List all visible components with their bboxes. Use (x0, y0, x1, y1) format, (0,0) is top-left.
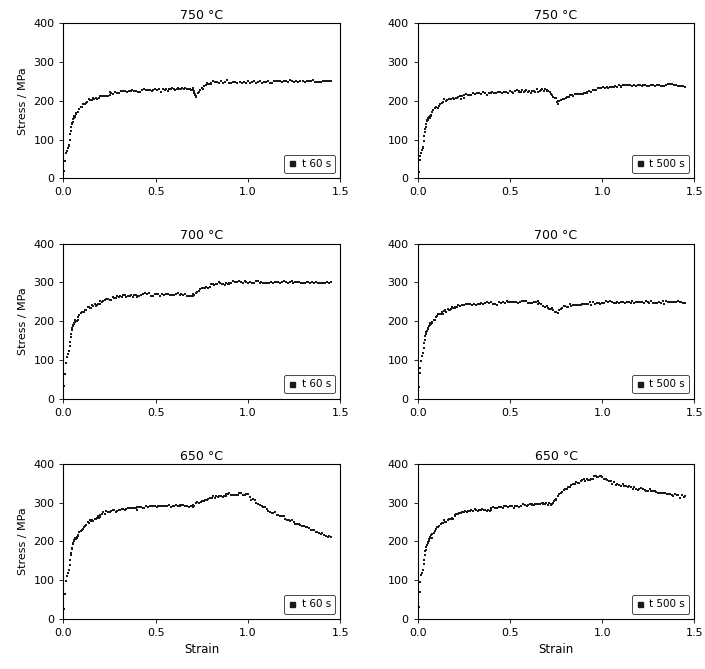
Title: 750 °C: 750 °C (534, 9, 577, 22)
Legend: t 500 s: t 500 s (632, 155, 689, 173)
Title: 650 °C: 650 °C (534, 450, 577, 462)
Title: 750 °C: 750 °C (180, 9, 223, 22)
X-axis label: Strain: Strain (184, 644, 219, 656)
Y-axis label: Stress / MPa: Stress / MPa (18, 507, 27, 575)
Title: 650 °C: 650 °C (180, 450, 223, 462)
Legend: t 500 s: t 500 s (632, 375, 689, 393)
Legend: t 60 s: t 60 s (284, 155, 335, 173)
Legend: t 500 s: t 500 s (632, 595, 689, 613)
Legend: t 60 s: t 60 s (284, 375, 335, 393)
Title: 700 °C: 700 °C (534, 229, 577, 242)
Legend: t 60 s: t 60 s (284, 595, 335, 613)
Title: 700 °C: 700 °C (180, 229, 223, 242)
X-axis label: Strain: Strain (539, 644, 574, 656)
Y-axis label: Stress / MPa: Stress / MPa (18, 67, 27, 135)
Y-axis label: Stress / MPa: Stress / MPa (18, 287, 27, 355)
